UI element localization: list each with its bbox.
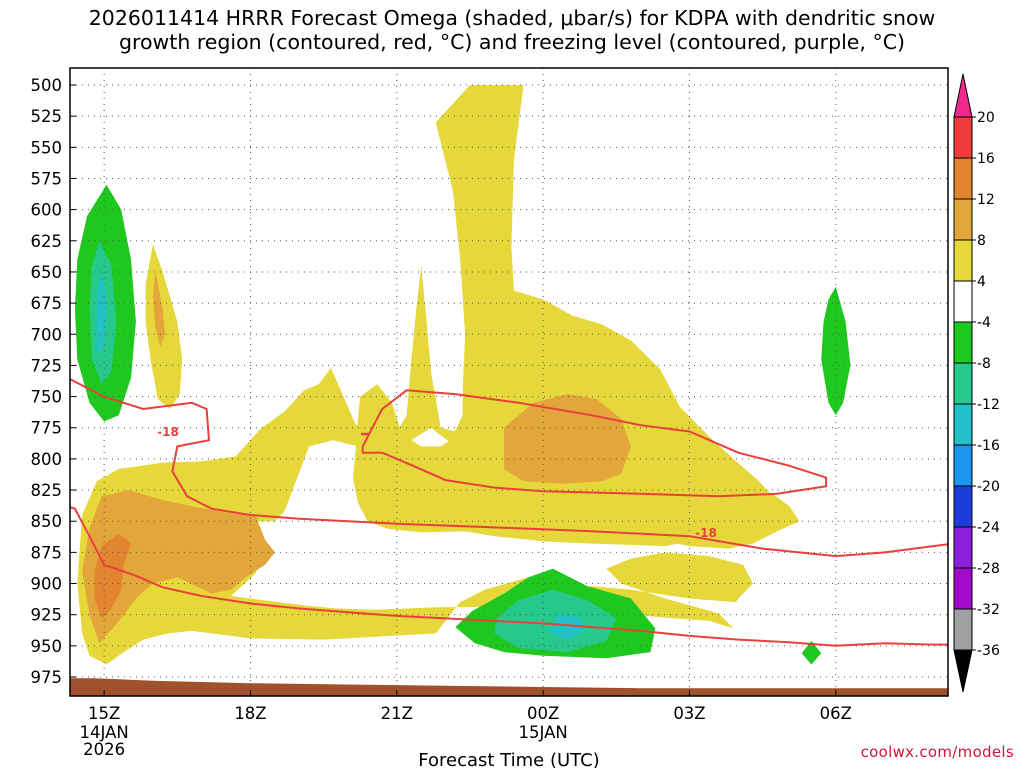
x-tick-label: 18Z <box>234 704 266 723</box>
colorbar-segment <box>953 567 973 610</box>
bottom-green-teal <box>494 589 617 653</box>
plot-frame <box>69 67 949 697</box>
colorbar-label: -4 <box>977 315 991 331</box>
left-thin-orange <box>152 271 166 347</box>
y-tick-label: 925 <box>31 606 63 625</box>
x-tick-sublabel: 15JAN <box>519 723 568 742</box>
colorbar-segment <box>953 280 973 323</box>
y-tick-label: 750 <box>31 388 63 407</box>
dgz-contours: -18 -18 <box>70 378 948 647</box>
y-tick-label: 900 <box>31 575 63 594</box>
colorbar-label: -32 <box>977 602 1000 618</box>
colorbar-label: 4 <box>977 274 986 290</box>
colorbar-label: 16 <box>977 151 995 167</box>
y-tick-label: 775 <box>31 419 63 438</box>
y-tick-label: 500 <box>31 76 63 95</box>
colorbar-segment <box>953 526 973 569</box>
contour-label: -18 <box>695 526 717 540</box>
colorbar-segment <box>953 403 973 446</box>
chart-title: 2026011414 HRRR Forecast Omega (shaded, … <box>88 6 936 54</box>
colorbar-segment <box>953 198 973 241</box>
contour-label: -18 <box>157 425 179 439</box>
colorbar-top-arrow <box>953 73 973 118</box>
colorbar-label: -20 <box>977 479 1000 495</box>
colorbar-label: -28 <box>977 561 1000 577</box>
y-tick-label: 675 <box>31 294 63 313</box>
colorbar-bottom-arrow <box>953 649 973 693</box>
x-tick-label: 00Z <box>527 704 559 723</box>
colorbar-segment <box>953 362 973 405</box>
x-tick-sublabel: 14JAN <box>80 723 129 742</box>
colorbar-segment <box>953 485 973 528</box>
colorbar-label: -8 <box>977 356 991 372</box>
y-tick-label: 850 <box>31 512 63 531</box>
terrain <box>70 678 948 696</box>
colorbar-segment <box>953 116 973 159</box>
left-orange-blob <box>82 490 275 644</box>
colorbar-label: 12 <box>977 192 995 208</box>
colorbar-label: -36 <box>977 643 1000 659</box>
y-tick-label: 825 <box>31 481 63 500</box>
y-tick-label: 575 <box>31 169 63 188</box>
y-tick-label: 950 <box>31 637 63 656</box>
colorbar-label: 20 <box>977 110 995 126</box>
colorbar-label: -24 <box>977 520 1000 536</box>
y-tick-label: 800 <box>31 450 63 469</box>
y-tick-label: 550 <box>31 138 63 157</box>
upper-yellow-plume <box>352 85 797 534</box>
colorbar-segment <box>953 321 973 364</box>
colorbar-label: 8 <box>977 233 986 249</box>
y-tick-label: 650 <box>31 263 63 282</box>
right-small-green <box>801 640 822 665</box>
colorbar-label: -12 <box>977 397 1000 413</box>
y-tick-label: 725 <box>31 356 63 375</box>
y-tick-label: 975 <box>31 668 63 687</box>
bottom-teal <box>550 614 585 640</box>
y-tick-label: 600 <box>31 201 63 220</box>
x-tick-label: 03Z <box>673 704 705 723</box>
colorbar-segment <box>953 239 973 282</box>
colorbar: 20 16 12 8 4 -4 -8 -12 -16 -20 -24 -28 -32 -36 <box>953 73 1000 693</box>
y-tick-label: 625 <box>31 232 63 251</box>
grid-lines <box>70 68 948 696</box>
x-tick-label: 21Z <box>381 704 413 723</box>
x-tick-sublabel: 2026 <box>83 740 125 759</box>
y-tick-label: 700 <box>31 325 63 344</box>
x-tick-label: 15Z <box>88 704 120 723</box>
omega-shading <box>70 85 948 696</box>
colorbar-segment <box>953 608 973 651</box>
colorbar-segment <box>953 444 973 487</box>
y-tick-label: 525 <box>31 107 63 126</box>
site-credit[interactable]: coolwx.com/models <box>860 743 1014 761</box>
colorbar-label: -16 <box>977 438 1000 454</box>
dgz-lower-contour <box>70 506 948 647</box>
left-dark-orange <box>94 533 131 619</box>
colorbar-segment <box>953 157 973 200</box>
dgz-mid-contour <box>361 389 828 498</box>
right-green <box>821 286 851 416</box>
y-tick-label: 875 <box>31 543 63 562</box>
dgz-left-contour <box>70 378 948 558</box>
x-tick-label: 06Z <box>820 704 852 723</box>
x-axis-title: Forecast Time (UTC) <box>418 750 599 768</box>
y-axis: 500 525 550 575 600 625 650 675 700 725 750 775 800 8… <box>31 76 76 687</box>
